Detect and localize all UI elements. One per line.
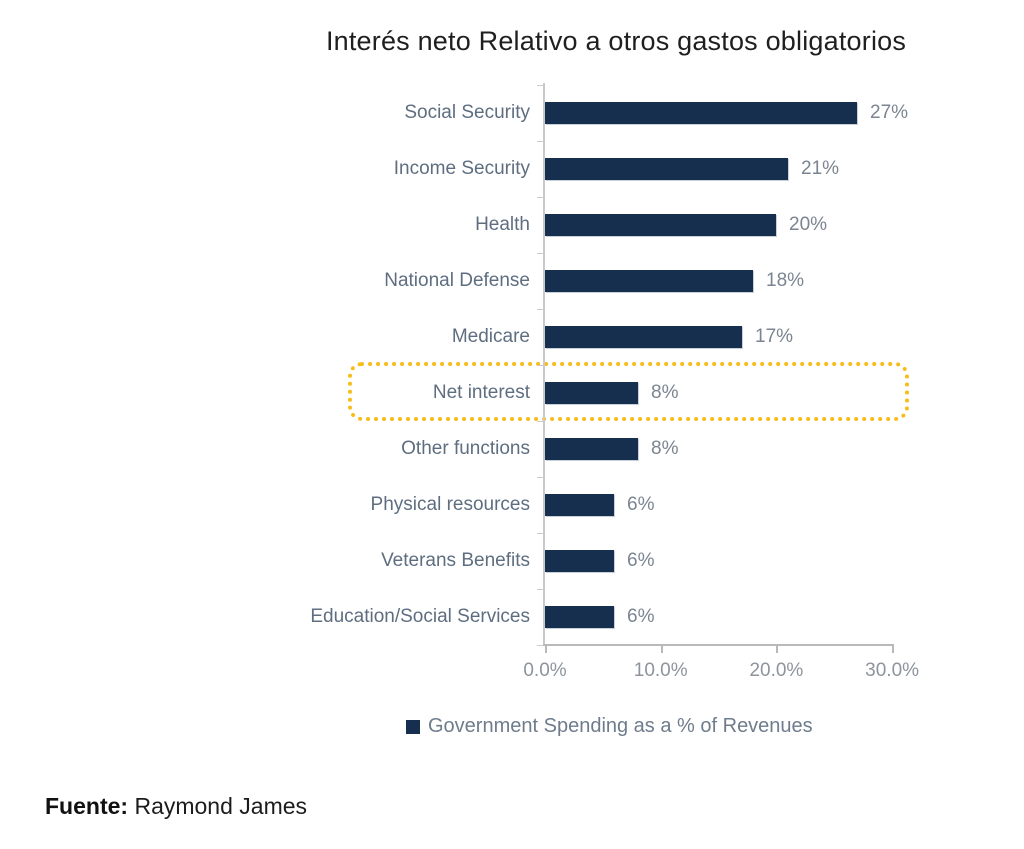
bar-veterans-benefits	[545, 550, 614, 572]
category-label: Social Security	[404, 102, 530, 123]
y-axis-tick	[537, 309, 543, 310]
bar-health	[545, 214, 776, 236]
y-axis-tick	[537, 421, 543, 422]
value-label: 8%	[651, 438, 679, 459]
value-label: 18%	[766, 270, 805, 291]
x-axis-tick-label: 30.0%	[865, 660, 920, 681]
bar-national-defense	[545, 270, 753, 292]
chart-title: Interés neto Relativo a otros gastos obl…	[325, 26, 907, 56]
category-label: National Defense	[384, 270, 530, 291]
x-axis-line	[543, 644, 894, 646]
y-axis-line	[543, 83, 545, 646]
x-axis-tick-label: 0.0%	[523, 660, 567, 681]
value-label: 20%	[789, 214, 828, 235]
value-label: 8%	[651, 382, 679, 403]
category-label: Medicare	[451, 326, 530, 347]
x-axis-tick-label: 10.0%	[633, 660, 688, 681]
x-axis-tick	[892, 646, 895, 653]
y-axis-tick	[537, 533, 543, 534]
bar-net-interest	[545, 382, 638, 404]
category-label: Net interest	[432, 382, 530, 403]
x-axis-tick-label: 20.0%	[749, 660, 804, 681]
x-axis-tick	[776, 646, 779, 653]
category-label: Other functions	[401, 438, 530, 459]
y-axis-tick	[537, 85, 543, 86]
bar-income-security	[545, 158, 788, 180]
value-label: 21%	[801, 158, 840, 179]
value-label: 6%	[627, 494, 655, 515]
y-axis-tick	[537, 477, 543, 478]
y-axis-tick	[537, 141, 543, 142]
source-line: Fuente: Raymond James	[45, 793, 307, 820]
bar-education-social-services	[545, 606, 614, 628]
bar-physical-resources	[545, 494, 614, 516]
source-label: Fuente:	[45, 793, 129, 819]
category-label: Physical resources	[370, 494, 530, 515]
legend-label: Government Spending as a % of Revenues	[428, 715, 813, 737]
bar-social-security	[545, 102, 857, 124]
value-label: 17%	[755, 326, 794, 347]
y-axis-tick	[537, 365, 543, 366]
bar-other-functions	[545, 438, 638, 460]
x-axis-tick	[545, 646, 547, 653]
y-axis-tick	[537, 197, 543, 198]
value-label: 6%	[627, 606, 655, 627]
x-axis-tick	[660, 646, 663, 653]
source-text: Raymond James	[128, 793, 308, 819]
value-label: 27%	[870, 102, 909, 123]
bar-medicare	[545, 326, 742, 348]
value-label: 6%	[627, 550, 655, 571]
net-interest-highlight-box	[348, 362, 909, 421]
chart-legend: Government Spending as a % of Revenues	[406, 715, 813, 738]
category-label: Education/Social Services	[310, 606, 530, 627]
category-label: Veterans Benefits	[381, 550, 530, 571]
category-label: Income Security	[393, 158, 530, 179]
legend-swatch-icon	[406, 719, 420, 734]
y-axis-tick	[537, 253, 543, 254]
y-axis-tick	[537, 589, 543, 590]
y-axis-tick	[537, 645, 543, 646]
category-label: Health	[475, 214, 530, 235]
